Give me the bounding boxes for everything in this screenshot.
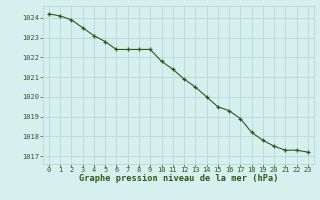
X-axis label: Graphe pression niveau de la mer (hPa): Graphe pression niveau de la mer (hPa) xyxy=(79,174,278,183)
